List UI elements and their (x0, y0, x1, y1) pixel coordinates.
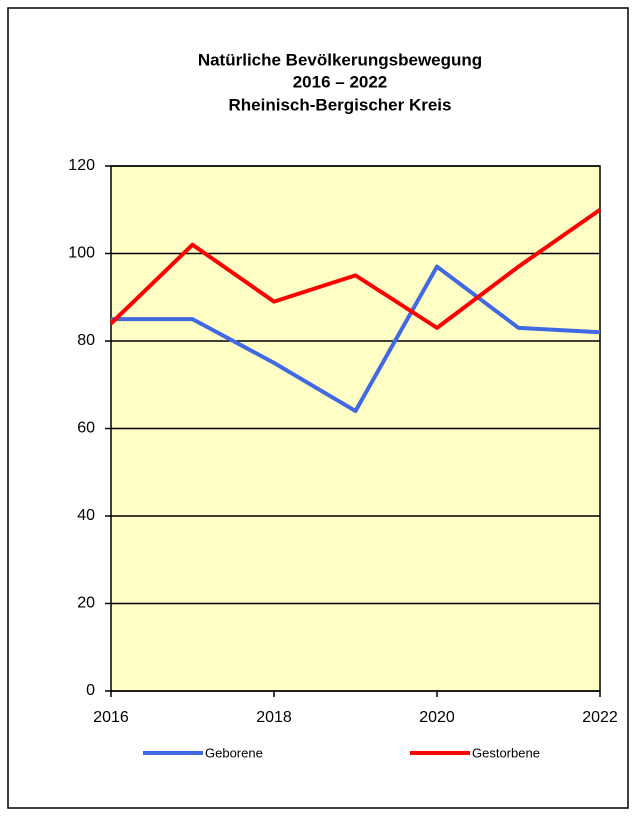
data-line (111, 264, 601, 413)
chart-title: Natürliche Bevölkerungsbewegung (198, 50, 482, 69)
x-tick-label: 2022 (582, 709, 618, 726)
y-tick-label: 60 (77, 420, 95, 437)
legend-label: Gestorbene (472, 745, 540, 760)
plot-border (110, 165, 601, 692)
x-tick-label: 2018 (256, 709, 292, 726)
x-tick-label: 2016 (93, 709, 129, 726)
y-tick-label: 20 (77, 595, 95, 612)
x-tick-label: 2020 (419, 709, 455, 726)
data-line (109, 208, 602, 330)
legend-label: Geborene (205, 745, 263, 760)
y-tick-label: 100 (68, 245, 95, 262)
y-tick-label: 0 (86, 682, 95, 699)
y-tick-label: 120 (68, 157, 95, 174)
chart-title: 2016 – 2022 (293, 72, 388, 91)
y-tick-label: 80 (77, 332, 95, 349)
chart-title: Rheinisch-Bergischer Kreis (229, 95, 452, 114)
y-tick-label: 40 (77, 507, 95, 524)
